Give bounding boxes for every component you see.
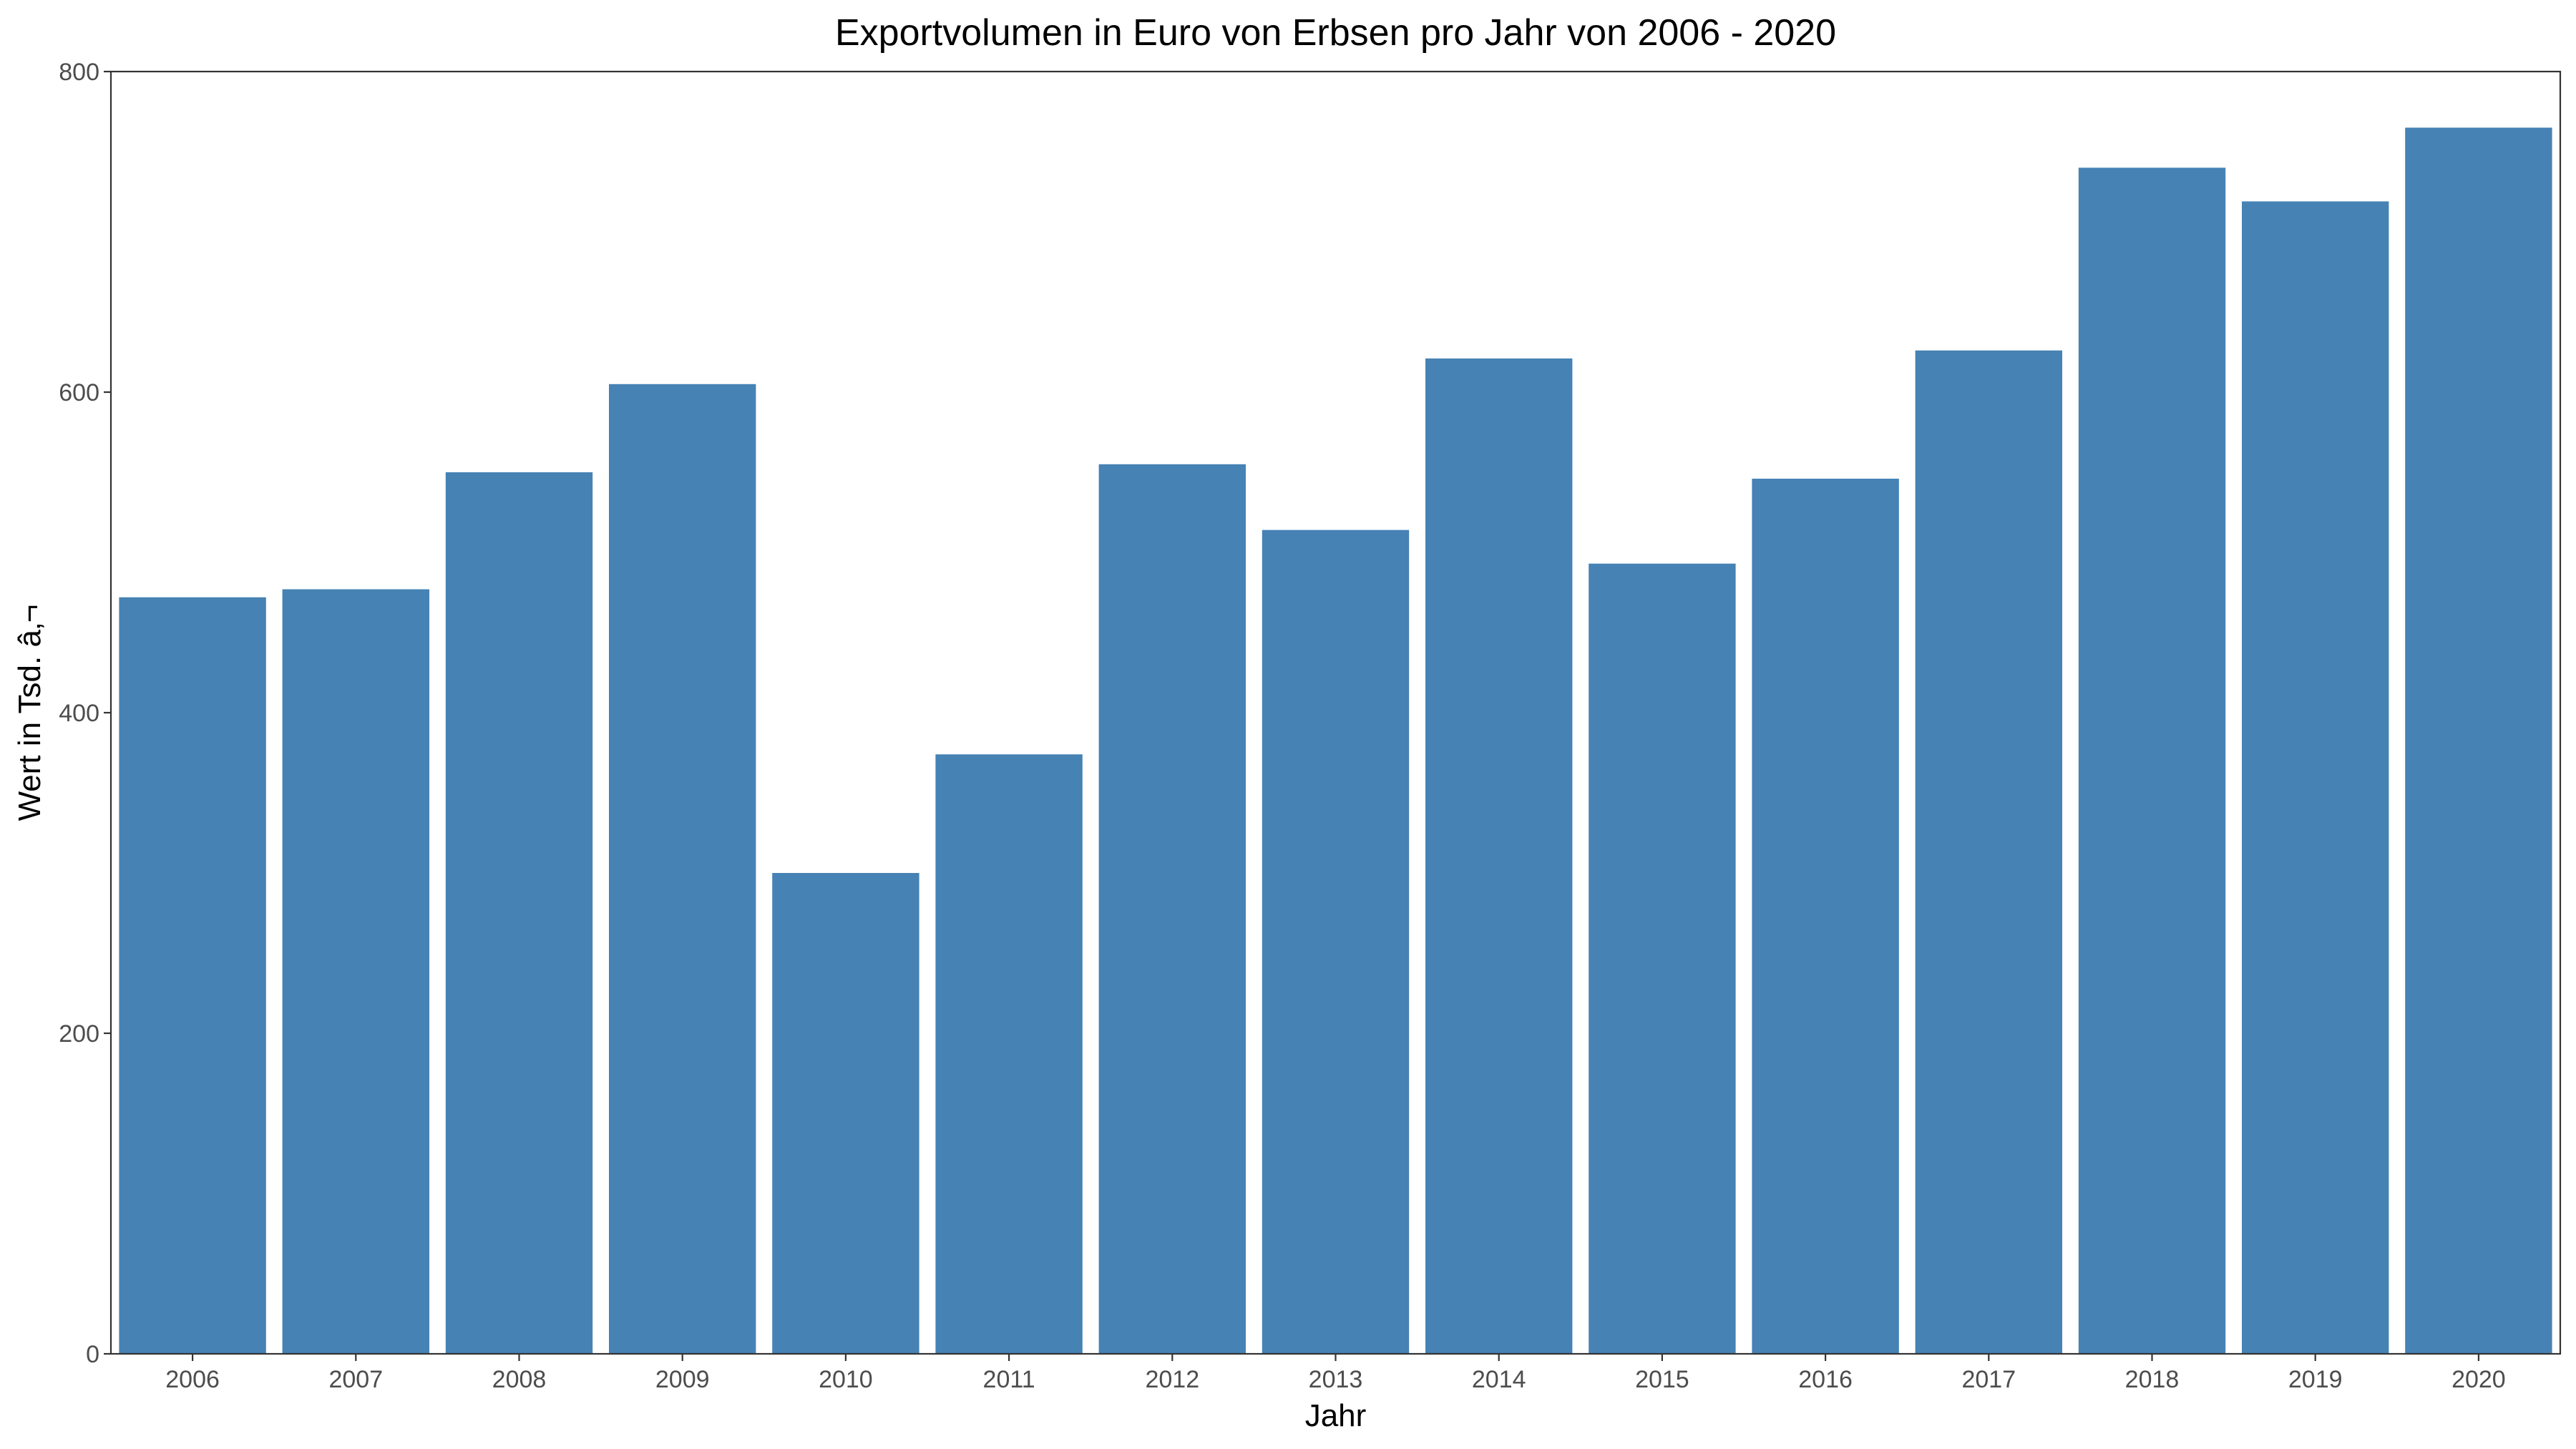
x-tick-label: 2020	[2451, 1366, 2506, 1393]
x-tick-label: 2015	[1635, 1366, 1689, 1393]
x-tick-label: 2006	[165, 1366, 220, 1393]
bar-2015	[1589, 563, 1736, 1355]
y-tick-label: 0	[86, 1341, 99, 1368]
y-tick-label: 200	[59, 1020, 99, 1048]
y-tick-label: 800	[59, 59, 99, 86]
x-tick-label: 2011	[983, 1366, 1035, 1393]
bars	[119, 127, 2552, 1355]
bar-2013	[1262, 530, 1410, 1354]
bar-2011	[935, 754, 1083, 1354]
bar-2008	[445, 472, 593, 1354]
bar-2010	[772, 873, 919, 1354]
x-tick-label: 2012	[1145, 1366, 1199, 1393]
x-tick-label: 2009	[655, 1366, 710, 1393]
bar-2020	[2405, 127, 2552, 1354]
x-tick-label: 2014	[1472, 1366, 1526, 1393]
bar-2014	[1425, 358, 1573, 1355]
chart-title: Exportvolumen in Euro von Erbsen pro Jah…	[835, 12, 1836, 54]
bar-2016	[1752, 478, 1899, 1355]
bar-2007	[282, 589, 429, 1354]
x-tick-label: 2019	[2288, 1366, 2343, 1393]
bar-2006	[119, 597, 266, 1354]
bar-2019	[2242, 201, 2389, 1355]
bar-2012	[1098, 464, 1246, 1354]
x-axis: 2006 2007 2008 2009 2010 2011 2012 2013 2014 2015…	[165, 1354, 2506, 1393]
x-tick-label: 2010	[819, 1366, 873, 1393]
x-axis-title: Jahr	[1305, 1398, 1367, 1433]
bar-2017	[1915, 350, 2062, 1354]
x-tick-label: 2016	[1798, 1366, 1853, 1393]
y-axis-title: Wert in Tsd. â‚¬	[12, 605, 47, 821]
y-tick-label: 600	[59, 379, 99, 406]
x-tick-label: 2017	[1961, 1366, 2016, 1393]
bar-2009	[609, 384, 756, 1354]
x-tick-label: 2013	[1309, 1366, 1363, 1393]
x-tick-label: 2008	[492, 1366, 547, 1393]
y-tick-label: 400	[59, 700, 99, 727]
y-axis: 0 200 400 600 800	[59, 59, 111, 1368]
x-tick-label: 2018	[2125, 1366, 2180, 1393]
x-tick-label: 2007	[328, 1366, 383, 1393]
bar-2018	[2078, 167, 2226, 1354]
